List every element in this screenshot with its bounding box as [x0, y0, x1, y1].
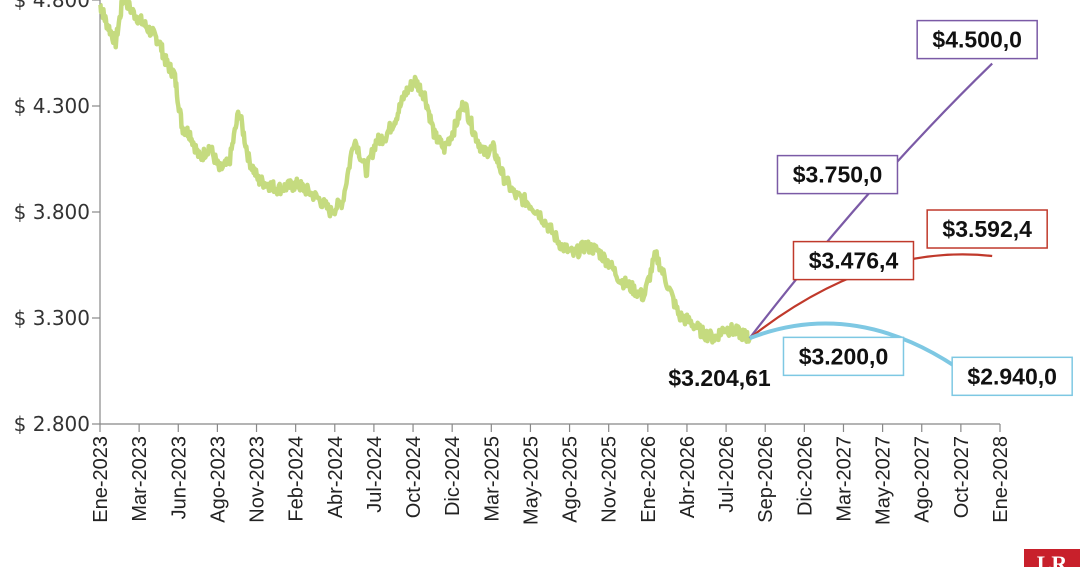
- data-label-cyan-2: $2.940,0: [967, 363, 1057, 389]
- x-tick-label: Ago-2027: [912, 436, 934, 523]
- data-label-purple-1-box: [776, 154, 899, 195]
- data-label-purple-1: $3.750,0: [793, 162, 883, 188]
- data-label-cyan-2-box: [951, 356, 1073, 397]
- x-tick-label: Jun-2023: [168, 436, 190, 519]
- data-label-purple-2: $4.500,0: [932, 27, 1022, 53]
- data-label-cyan-1-box: [782, 336, 905, 377]
- x-tick-label: Nov-2023: [247, 436, 269, 523]
- data-label-red-1: $3.476,4: [809, 248, 899, 274]
- data-label-purple-2-box: [916, 19, 1038, 60]
- x-tick-label: Dic-2026: [794, 436, 816, 516]
- y-axis: $ 2.800 $ 3.300 $ 3.800 $ 4.300 $ 4.800: [14, 0, 101, 436]
- x-tick-label: May-2027: [873, 436, 895, 525]
- x-tick-label: Sep-2026: [755, 436, 777, 523]
- historical-end-label: $3.204,61: [668, 365, 771, 391]
- data-labels: $3.750,0 $4.500,0 $3.476,4 $3.592,4 $3.200,0…: [668, 19, 1073, 397]
- x-tick-label: Mar-2027: [833, 436, 855, 522]
- x-tick-label: Nov-2025: [599, 436, 621, 523]
- x-tick-label: Ago-2023: [207, 436, 229, 523]
- publisher-logo: LR: [1024, 549, 1080, 567]
- x-tick-label: Ene-2023: [90, 436, 112, 523]
- y-tick-label: $ 2.800: [14, 412, 90, 436]
- y-tick-label: $ 4.300: [14, 94, 90, 118]
- x-tick-label: Mar-2023: [129, 436, 151, 522]
- y-tick-label: $ 3.800: [14, 200, 90, 224]
- y-tick-label: $ 4.800: [14, 0, 90, 12]
- x-tick-label: Feb-2024: [286, 436, 308, 522]
- projection-line-purple: [748, 62, 993, 339]
- x-tick-label: Oct-2027: [951, 436, 973, 518]
- x-tick-label: Jul-2026: [716, 436, 738, 513]
- x-tick-label: Ene-2026: [638, 436, 660, 523]
- series-lines: [98, 0, 994, 396]
- y-tick-label: $ 3.300: [14, 306, 90, 330]
- x-tick-label: Dic-2024: [442, 436, 464, 516]
- x-tick-label: Abr-2026: [677, 436, 699, 518]
- x-tick-label: Ene-2028: [990, 436, 1012, 523]
- x-tick-label: Ago-2025: [560, 436, 582, 523]
- data-label-red-2: $3.592,4: [942, 216, 1032, 242]
- data-label-red-1-box: [792, 240, 915, 281]
- data-label-cyan-1: $3.200,0: [799, 343, 889, 369]
- x-tick-label: Jul-2024: [364, 436, 386, 513]
- x-axis: Ene-2023 Mar-2023 Jun-2023 Ago-2023 Nov-2023…: [90, 423, 1012, 525]
- x-tick-label: Mar-2025: [481, 436, 503, 522]
- x-tick-label: May-2025: [520, 436, 542, 525]
- data-label-red-2-box: [926, 209, 1048, 249]
- x-tick-label: Abr-2024: [325, 436, 347, 518]
- historical-series-line: [98, 0, 752, 345]
- x-tick-label: Oct-2024: [403, 436, 425, 518]
